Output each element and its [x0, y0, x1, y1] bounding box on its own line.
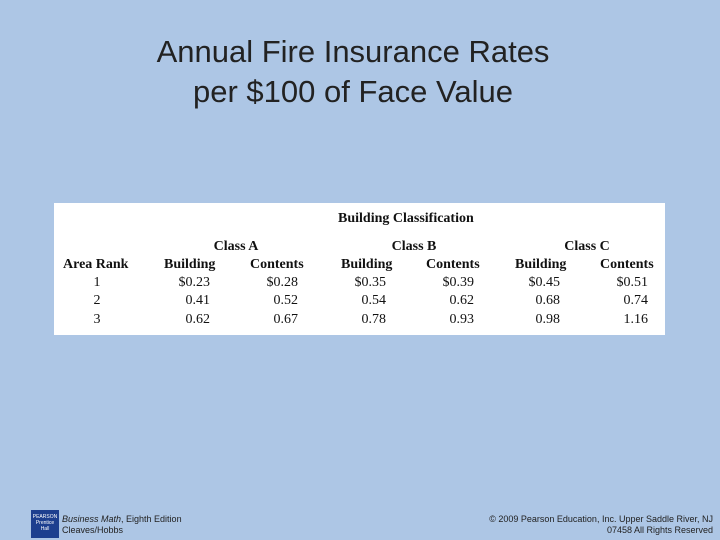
- rates-table: Building Classification Class A Class B …: [54, 203, 665, 335]
- table-cell-rank: 1: [93, 275, 101, 290]
- column-header-class-a-building: Building: [164, 257, 216, 272]
- table-cell: $0.23: [178, 275, 211, 290]
- table-cell: 0.62: [185, 312, 211, 327]
- table-cell: 0.54: [361, 293, 387, 308]
- table-cell-rank: 2: [93, 293, 101, 308]
- column-header-class-b-contents: Contents: [426, 257, 480, 272]
- table-cell: $0.45: [528, 275, 561, 290]
- footer-copyright: © 2009 Pearson Education, Inc. Upper Sad…: [489, 514, 713, 536]
- book-title-line: Business Math, Eighth Edition: [62, 514, 182, 525]
- table-cell: 0.67: [273, 312, 299, 327]
- table-cell: 0.93: [449, 312, 475, 327]
- slide-title: Annual Fire Insurance Rates per $100 of …: [0, 32, 706, 112]
- copyright-line-1: © 2009 Pearson Education, Inc. Upper Sad…: [489, 514, 713, 524]
- footer-book-info: Business Math, Eighth Edition Cleaves/Ho…: [62, 514, 182, 536]
- table-cell: 1.16: [623, 312, 649, 327]
- book-authors: Cleaves/Hobbs: [62, 525, 124, 535]
- book-edition: , Eighth Edition: [121, 514, 182, 524]
- table-cell: 0.98: [535, 312, 561, 327]
- logo-text-line-3: Hall: [40, 526, 50, 532]
- logo-text-line-2: Prentice: [35, 520, 55, 526]
- table-cell: 0.68: [535, 293, 561, 308]
- table-cell: 0.78: [361, 312, 387, 327]
- column-header-class-c-contents: Contents: [600, 257, 654, 272]
- title-line-2: per $100 of Face Value: [193, 74, 513, 109]
- book-title: Business Math: [62, 514, 122, 524]
- column-header-class-b-building: Building: [341, 257, 393, 272]
- logo-text-line-1: PEARSON: [32, 514, 58, 520]
- copyright-line-2: 07458 All Rights Reserved: [606, 525, 713, 535]
- class-a-header: Class A: [213, 239, 259, 254]
- building-classification-header: Building Classification: [338, 211, 474, 226]
- table-cell: $0.39: [442, 275, 475, 290]
- class-c-header: Class C: [564, 239, 610, 254]
- table-cell-rank: 3: [93, 312, 101, 327]
- pearson-logo: PEARSON Prentice Hall: [31, 510, 59, 538]
- column-header-class-c-building: Building: [515, 257, 567, 272]
- title-line-1: Annual Fire Insurance Rates: [156, 34, 550, 69]
- class-b-header: Class B: [391, 239, 437, 254]
- table-cell: 0.41: [185, 293, 211, 308]
- column-header-class-a-contents: Contents: [250, 257, 304, 272]
- table-cell: 0.74: [623, 293, 649, 308]
- table-cell: 0.52: [273, 293, 299, 308]
- table-cell: $0.28: [266, 275, 299, 290]
- table-cell: 0.62: [449, 293, 475, 308]
- table-cell: $0.51: [616, 275, 649, 290]
- column-header-area-rank: Area Rank: [63, 257, 129, 272]
- table-cell: $0.35: [354, 275, 387, 290]
